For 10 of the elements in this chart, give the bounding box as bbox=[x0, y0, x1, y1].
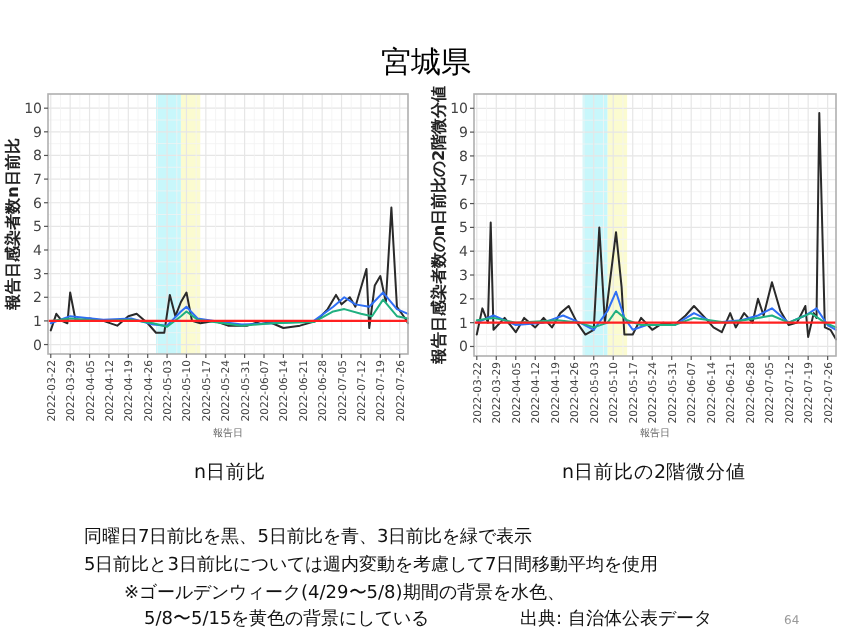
text: n日前比の2階微分値 bbox=[561, 460, 747, 484]
text: ※ゴールデンウィーク(4/29〜5/8)期間の背景を水色、 bbox=[124, 582, 565, 604]
text: n日前比 bbox=[193, 460, 267, 484]
y-axis-title: 報告日感染者数のn日前比の2階微分値 bbox=[430, 85, 448, 367]
y-axis-title: 報告日感染者数n日前比 bbox=[4, 138, 22, 312]
text: 5/8〜5/15を黄色の背景にしている bbox=[144, 608, 430, 630]
source-note: 出典: 自治体公表データ bbox=[520, 608, 712, 630]
text: 同曜日7日前比を黒、5日前比を青、3日前比を緑で表示 bbox=[84, 526, 533, 548]
text: 5日前比と3日前比については週内変動を考慮して7日間移動平均を使用 bbox=[84, 554, 659, 576]
text: 宮城県 bbox=[381, 44, 471, 80]
